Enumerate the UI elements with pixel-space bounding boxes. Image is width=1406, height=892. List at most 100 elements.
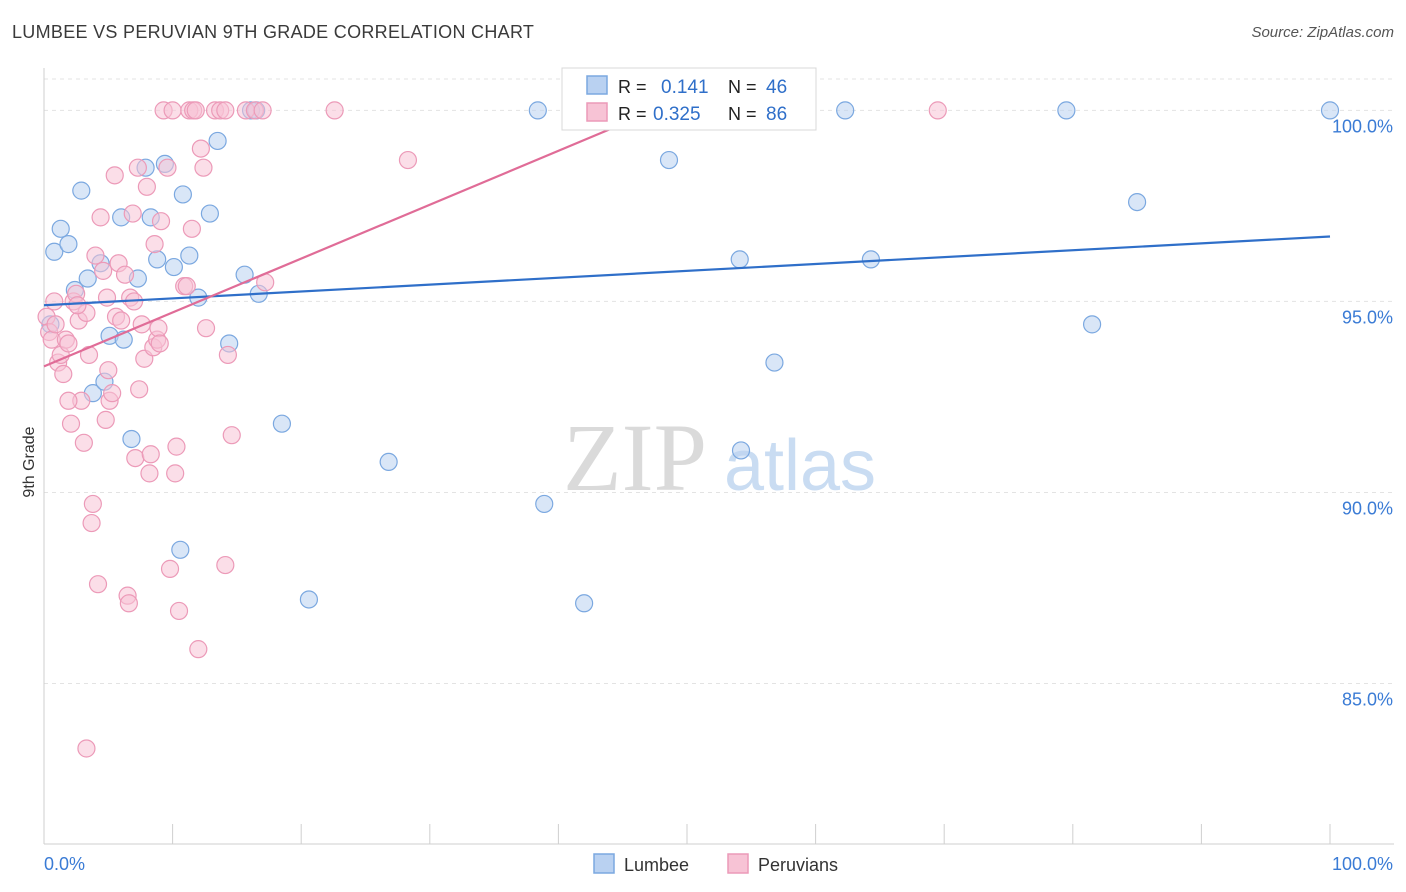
lumbee-trend-line: [43, 235, 1331, 307]
lumbee-r-label: R =: [618, 77, 647, 97]
lumbee-point-45: [1127, 192, 1147, 212]
peruvians-point-80: [68, 296, 87, 315]
peruvians-point-84: [182, 219, 201, 238]
stats-legend: R = 0.141 N = 46 R = 0.325 N = 86: [561, 67, 817, 131]
peruvians-point-47: [151, 212, 171, 231]
y-tick-label-0: 85.0%: [1342, 690, 1393, 710]
peruvians-point-52: [166, 464, 185, 483]
axes: [43, 68, 1394, 845]
peruvians-point-41: [140, 464, 159, 483]
peruvians-point-59: [186, 101, 205, 120]
series-legend: Lumbee Peruvians: [593, 853, 838, 875]
peruvians-point-42: [141, 445, 160, 464]
watermark-zip: ZIP: [563, 404, 707, 511]
peruvians-point-40: [137, 177, 156, 196]
peruvians-point-73: [325, 101, 344, 120]
peruvians-point-22: [94, 261, 113, 280]
peruvians-point-60: [189, 640, 208, 659]
peruvians-point-37: [130, 380, 149, 399]
lumbee-point-19: [164, 257, 183, 277]
lumbee-point-36: [575, 594, 594, 613]
trend-lines: [43, 109, 1331, 368]
peruvians-point-44: [145, 235, 164, 254]
peruvians-point-31: [115, 265, 135, 284]
source-credit: Source: ZipAtlas.com: [1251, 24, 1394, 41]
peruvians-point-78: [928, 101, 947, 120]
lumbee-n-value: 46: [766, 77, 787, 98]
lumbee-point-3: [59, 235, 78, 254]
peruvians-stats-swatch: [586, 102, 608, 122]
lumbee-point-35: [535, 494, 554, 514]
lumbee-point-39: [731, 441, 751, 460]
y-tick-label-1: 90.0%: [1342, 498, 1393, 518]
lumbee-point-32: [299, 590, 319, 609]
peruvians-point-76: [216, 555, 235, 575]
lumbee-legend-label: Lumbee: [624, 855, 689, 875]
chart-title: LUMBEE VS PERUVIAN 9TH GRADE CORRELATION…: [12, 22, 535, 42]
lumbee-point-44: [1082, 315, 1102, 334]
peruvians-point-36: [128, 158, 147, 177]
peruvians-point-27: [105, 166, 124, 185]
peruvians-n-value: 86: [766, 104, 787, 125]
lumbee-point-6: [78, 269, 97, 288]
lumbee-point-1: [45, 242, 64, 261]
peruvians-point-83: [150, 334, 169, 353]
y-tick-labels: 85.0% 90.0% 95.0% 100.0%: [1332, 116, 1393, 709]
peruvians-point-20: [88, 575, 108, 594]
lumbee-point-13: [122, 429, 141, 449]
peruvians-r-label: R =: [618, 104, 647, 124]
peruvians-point-8: [59, 334, 78, 353]
peruvians-point-30: [112, 311, 131, 330]
peruvians-point-9: [61, 414, 81, 433]
peruvians-point-67: [218, 345, 237, 365]
lumbee-stats-swatch: [586, 75, 608, 95]
lumbee-point-2: [51, 219, 70, 238]
peruvians-point-61: [191, 139, 210, 158]
lumbee-point-37: [659, 150, 679, 170]
lumbee-point-21: [173, 185, 192, 204]
peruvians-point-75: [119, 594, 138, 613]
peruvians-point-66: [216, 101, 235, 120]
peruvians-point-18: [83, 494, 102, 514]
peruvians-point-53: [167, 437, 186, 456]
peruvians-point-50: [160, 559, 180, 578]
peruvians-point-77: [77, 739, 96, 758]
peruvians-point-62: [194, 158, 213, 177]
gridlines: [44, 78, 1394, 685]
lumbee-point-5: [72, 181, 91, 200]
lumbee-n-label: N =: [728, 77, 757, 97]
peruvians-point-51: [163, 101, 182, 120]
peruvians-point-3: [46, 315, 65, 334]
lumbee-point-33: [379, 452, 398, 472]
watermark-atlas: atlas: [724, 426, 876, 506]
peruvians-point-71: [253, 101, 272, 120]
peruvians-point-85: [45, 292, 64, 311]
lumbee-point-20: [171, 540, 190, 559]
peruvians-point-46: [149, 319, 168, 338]
peruvians-r-value: 0.325: [653, 104, 701, 125]
lumbee-point-31: [272, 414, 292, 433]
peruvians-point-6: [54, 364, 73, 384]
peruvians-point-79: [59, 391, 78, 410]
peruvians-point-35: [126, 448, 145, 468]
lumbee-point-38: [730, 250, 749, 269]
peruvians-legend-swatch: [727, 853, 749, 874]
lumbee-point-46: [1320, 101, 1340, 120]
peruvians-point-17: [82, 513, 101, 533]
peruvians-point-49: [158, 158, 177, 177]
lumbee-point-17: [148, 250, 167, 269]
peruvians-point-63: [196, 319, 216, 338]
y-tick-label-3: 100.0%: [1332, 116, 1393, 136]
peruvians-point-19: [86, 246, 105, 265]
y-axis-label: 9th Grade: [21, 426, 38, 497]
zipatlas-watermark: ZIP atlas: [563, 404, 876, 511]
lumbee-legend-swatch: [593, 853, 615, 874]
x-tick-labels: 0.0% 100.0%: [44, 854, 1393, 874]
peruvians-legend-label: Peruvians: [758, 855, 838, 875]
peruvians-point-23: [96, 410, 115, 429]
x-tick-label-1: 100.0%: [1332, 854, 1393, 874]
lumbee-point-34: [528, 101, 547, 120]
peruvians-point-26: [103, 384, 122, 403]
y-tick-label-2: 95.0%: [1342, 307, 1393, 327]
lumbee-point-25: [208, 131, 227, 151]
